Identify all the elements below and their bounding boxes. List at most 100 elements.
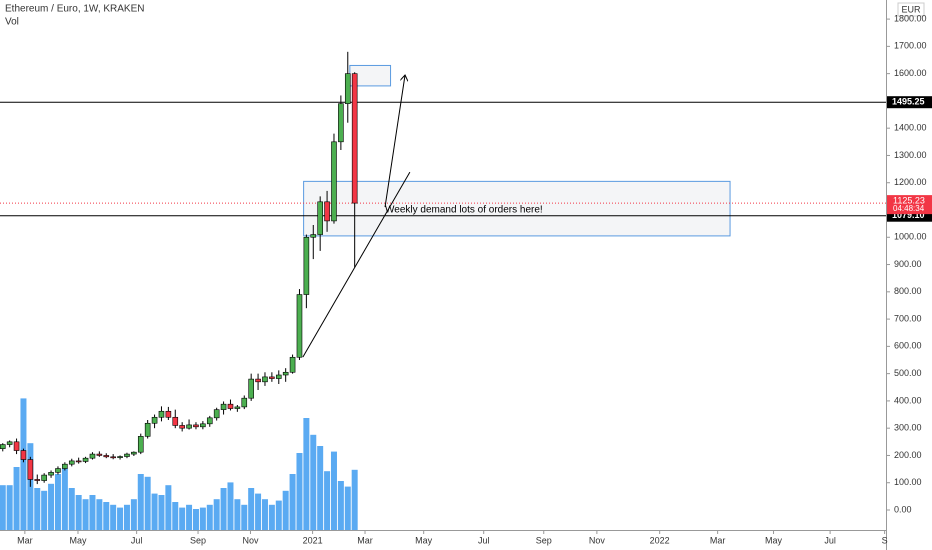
candle-body (62, 463, 68, 469)
volume-bar (144, 476, 151, 530)
countdown: 04:48:34 (893, 204, 925, 213)
volume-bar (317, 446, 324, 530)
volume-bar (48, 483, 55, 530)
candle-body (89, 453, 96, 459)
candle-body (0, 444, 6, 449)
volume-bar (0, 485, 6, 530)
plot: Weekly demand lots of orders here! (0, 51, 886, 530)
volume-bar (324, 471, 331, 530)
y-tick-label: 1000.00 (894, 232, 927, 242)
x-tick-label: S (882, 535, 888, 545)
candle-body (172, 416, 179, 426)
volume-bar (123, 504, 130, 530)
volume-bar (34, 488, 41, 530)
y-tick-label: 1400.00 (894, 123, 927, 133)
price-label: 1495.25 (892, 97, 925, 107)
candle-body (75, 460, 82, 463)
volume-bar (151, 493, 158, 530)
candle-body (41, 474, 47, 481)
x-tick-label: May (415, 535, 433, 545)
candle-body (324, 201, 330, 222)
y-tick-label: 1600.00 (894, 68, 927, 78)
candle-body (331, 141, 337, 222)
volume-bar (186, 504, 193, 530)
price-label: 1079.10 (892, 210, 925, 220)
volume-bar (89, 495, 96, 530)
candle-body (55, 468, 61, 473)
volume-bar (61, 468, 68, 530)
y-tick-label: 200.00 (894, 450, 922, 460)
zone (303, 180, 731, 237)
candle-body (303, 236, 310, 295)
volume-bar (103, 502, 110, 530)
volume-bar (234, 499, 241, 530)
y-tick-label: 1800.00 (894, 13, 927, 23)
volume-bar (68, 488, 75, 530)
volume-bar (110, 504, 117, 530)
price-label-box (887, 96, 932, 109)
candle-body (289, 356, 296, 373)
last-price-label: 1125.23 (893, 195, 925, 205)
volume-bar (227, 482, 234, 530)
volume-bar (6, 485, 13, 530)
chart-title: Ethereum / Euro, 1W, KRAKEN (5, 4, 145, 15)
volume-bar (282, 490, 289, 530)
y-tick-label: 900.00 (894, 259, 922, 269)
volume-bar (192, 509, 199, 530)
candle-body (227, 403, 234, 409)
volume-bar (296, 453, 303, 530)
x-tick-label: Sep (190, 535, 206, 545)
candle-body (131, 451, 137, 455)
x-tick-label: Jul (131, 535, 143, 545)
x-tick-label: May (69, 535, 87, 545)
volume-bar (351, 469, 358, 530)
y-tick-label: 100.00 (894, 477, 922, 487)
volume-bar (172, 502, 179, 530)
candle-body (158, 410, 165, 418)
x-tick-label: Sep (536, 535, 552, 545)
candle-body (262, 376, 268, 383)
y-tick-label: 800.00 (894, 286, 922, 296)
candle-body (200, 423, 206, 428)
y-tick-label: 0.00 (894, 504, 912, 514)
candle-body (144, 422, 151, 437)
x-tick-label: 2022 (650, 535, 670, 545)
candle-body (269, 376, 275, 379)
volume-bar (54, 474, 61, 530)
volume-bar (310, 434, 317, 530)
x-tick-label: Mar (357, 535, 373, 545)
volume-bar (213, 499, 220, 530)
volume-bar (158, 495, 165, 530)
volume-bar (330, 451, 337, 530)
volume-bar (199, 507, 206, 530)
candle-body (137, 436, 144, 453)
y-tick-label: 700.00 (894, 313, 922, 323)
volume-bar (337, 481, 344, 530)
candle-body (255, 378, 261, 383)
candle-body (96, 453, 103, 456)
y-tick-label: 1700.00 (894, 41, 927, 51)
candle-body (117, 456, 123, 458)
candle-body (124, 453, 130, 457)
y-tick-label: 600.00 (894, 341, 922, 351)
candle-body (179, 425, 185, 429)
volume-bar (130, 499, 137, 530)
candle-body (27, 459, 34, 480)
candle-body (275, 374, 282, 379)
y-tick-label: 1300.00 (894, 150, 927, 160)
volume-bar (165, 485, 172, 530)
volume-bar (206, 504, 213, 530)
candle-body (151, 416, 158, 424)
candle-body (48, 472, 54, 476)
volume-bar (255, 493, 262, 530)
x-tick-label: Nov (589, 535, 606, 545)
candle-body (338, 103, 344, 143)
candle-body (110, 456, 116, 459)
subtitle: Vol (5, 17, 19, 28)
candle-body (317, 201, 323, 235)
candle-body (186, 424, 192, 429)
candle-body (248, 378, 254, 399)
candle-body (20, 450, 27, 460)
x-tick-label: 2021 (303, 535, 323, 545)
